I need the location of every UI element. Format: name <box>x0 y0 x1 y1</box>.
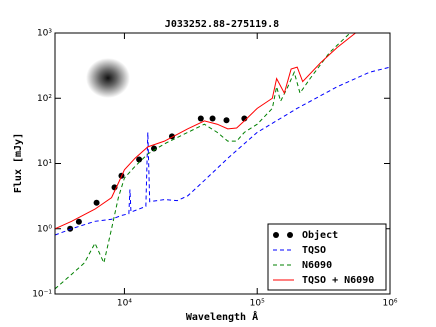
legend-marker <box>273 232 279 238</box>
data-point <box>75 218 82 225</box>
series-line <box>55 33 356 230</box>
series-line <box>55 66 390 236</box>
legend-label: TQSO <box>302 245 326 256</box>
y-tick-label: 10⁻¹ <box>32 290 52 300</box>
data-point <box>151 145 158 152</box>
x-tick-label: 10⁴ <box>117 299 132 309</box>
legend-label: Object <box>302 229 338 241</box>
galaxy-image <box>86 58 130 98</box>
x-tick-label: 10⁵ <box>250 299 265 309</box>
y-tick-label: 10² <box>37 94 52 104</box>
x-axis-label: Wavelength Å <box>186 310 258 323</box>
data-point <box>93 199 100 206</box>
data-point <box>209 115 216 122</box>
y-tick-label: 10⁰ <box>37 224 52 234</box>
data-point <box>197 115 204 122</box>
data-point <box>223 117 230 124</box>
data-point <box>136 156 143 163</box>
y-tick-label: 10³ <box>37 29 52 39</box>
y-tick-label: 10¹ <box>37 159 52 169</box>
legend-marker <box>287 232 293 238</box>
y-axis-label: Flux [mJy] <box>13 133 24 193</box>
series-line <box>55 33 351 290</box>
plot-frame <box>54 32 391 295</box>
legend-label: N6090 <box>302 260 332 271</box>
chart-title: J033252.88-275119.8 <box>165 19 279 30</box>
plot-layer <box>55 33 390 290</box>
x-tick-label: 10⁶ <box>382 299 397 309</box>
data-point <box>67 225 74 232</box>
legend-label: TQSO + N6090 <box>302 275 374 286</box>
